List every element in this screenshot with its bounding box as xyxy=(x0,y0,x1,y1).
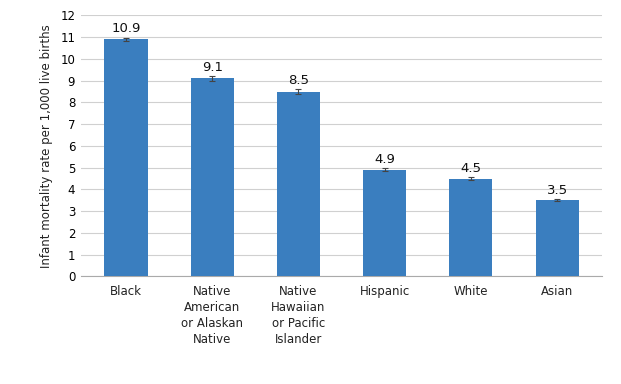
Text: 3.5: 3.5 xyxy=(546,184,568,197)
Y-axis label: Infant mortality rate per 1,000 live births: Infant mortality rate per 1,000 live bir… xyxy=(40,24,53,268)
Bar xyxy=(535,200,579,276)
Text: 8.5: 8.5 xyxy=(288,74,309,87)
Text: 4.9: 4.9 xyxy=(374,153,395,166)
Text: 4.5: 4.5 xyxy=(460,162,481,175)
Text: 9.1: 9.1 xyxy=(202,61,223,74)
Text: 10.9: 10.9 xyxy=(111,22,141,35)
Bar xyxy=(450,179,492,276)
Bar xyxy=(104,39,148,276)
Bar xyxy=(363,170,406,276)
Bar xyxy=(277,91,320,276)
Bar xyxy=(191,78,233,276)
